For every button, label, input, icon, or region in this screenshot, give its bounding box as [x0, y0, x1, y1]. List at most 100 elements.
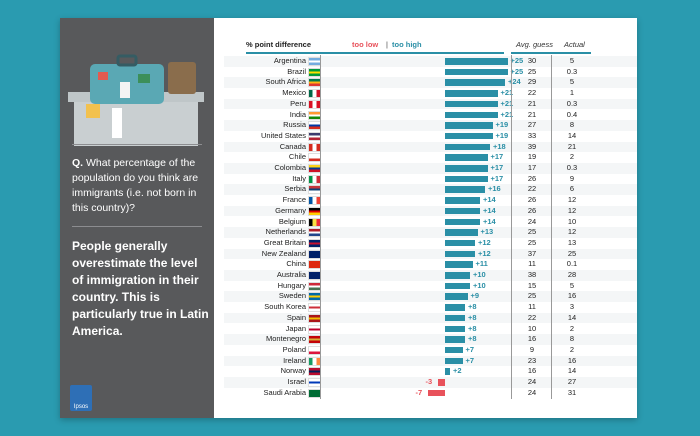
actual-value: 14 [567, 366, 577, 376]
actual-value: 2 [569, 344, 575, 354]
diff-label: +17 [490, 173, 504, 183]
chart-row: Mexico +21 22 1 [224, 88, 637, 99]
diff-bar [445, 100, 498, 108]
country-flag [308, 164, 321, 173]
chart-row: Serbia +16 22 6 [224, 184, 637, 196]
country-label: Brazil [287, 66, 306, 76]
diff-label: +11 [475, 259, 488, 269]
actual-value: 0.3 [566, 66, 578, 76]
diff-bar [445, 143, 490, 151]
country-label: Japan [285, 323, 306, 333]
country-flag [308, 89, 321, 99]
diff-bar [445, 229, 478, 236]
country-label: South Korea [264, 302, 306, 312]
actual-value: 31 [567, 387, 577, 397]
actual-value: 13 [567, 237, 577, 247]
ipsos-logo: Ipsos [70, 385, 92, 411]
diff-label: +17 [490, 152, 504, 162]
actual-value: 0.3 [566, 98, 578, 108]
chart-row: Montenegro +8 16 8 [224, 334, 637, 345]
avg-guess-value: 26 [527, 195, 537, 205]
diff-bar [445, 58, 508, 65]
country-label: Netherlands [265, 227, 306, 237]
country-label: Spain [286, 312, 306, 322]
diff-label: -3 [425, 377, 433, 386]
diff-label: +14 [483, 205, 496, 215]
avg-guess-value: 24 [527, 387, 537, 397]
chart-row: France +14 26 12 [224, 195, 637, 206]
infographic-card: Q. What percentage of the population do … [60, 18, 637, 418]
country-flag [308, 356, 321, 366]
diff-label: +21 [500, 88, 514, 98]
header-too-low: too low [352, 40, 379, 49]
header-actual: Actual [564, 40, 585, 49]
avg-guess-value: 21 [527, 98, 537, 108]
chart-row: Brazil +25 25 0.3 [224, 67, 637, 78]
chart-row: Italy +17 26 9 [224, 174, 637, 185]
actual-value: 5 [569, 56, 575, 65]
diff-bar [445, 197, 480, 204]
diff-label: +17 [490, 163, 504, 172]
actual-value: 16 [567, 355, 577, 365]
avg-guess-value: 30 [527, 56, 537, 65]
diff-bar [445, 336, 465, 343]
header-avg-guess: Avg. guess [516, 40, 553, 49]
divider-top [72, 144, 202, 145]
diff-label: +7 [465, 355, 475, 365]
avg-guess-value: 26 [527, 173, 537, 183]
chart-row: United States +19 33 14 [224, 131, 637, 142]
country-flag [308, 260, 321, 270]
country-flag [308, 303, 321, 313]
avg-guess-value: 37 [527, 248, 537, 258]
diff-bar [445, 132, 493, 140]
avg-guess-value: 25 [527, 66, 537, 76]
avg-guess-value: 25 [527, 227, 537, 237]
country-flag [308, 174, 321, 184]
country-flag [308, 110, 321, 120]
country-flag [308, 67, 321, 77]
actual-value: 12 [567, 195, 577, 205]
header-rule-left [246, 52, 504, 54]
country-label: South Africa [265, 77, 306, 87]
actual-value: 9 [569, 173, 575, 183]
actual-value: 25 [567, 248, 577, 258]
chart-row: Spain +8 22 14 [224, 312, 637, 324]
perception-chart: % point difference too low | too high Av… [224, 18, 637, 418]
header-too-high: too high [392, 40, 422, 49]
actual-value: 5 [569, 77, 575, 87]
question-text: What percentage of the population do you… [72, 157, 199, 214]
diff-bar [445, 261, 473, 268]
country-flag [308, 78, 321, 88]
diff-bar [445, 90, 498, 97]
actual-value: 28 [567, 270, 577, 279]
diff-bar [445, 207, 480, 215]
avg-guess-value: 10 [527, 323, 537, 333]
actual-value: 0.3 [566, 163, 578, 172]
country-label: United States [260, 130, 306, 140]
diff-bar [445, 79, 505, 86]
country-label: Serbia [284, 184, 306, 194]
chart-row: Sweden +9 25 16 [224, 291, 637, 303]
chart-row: Australia +10 38 28 [224, 270, 637, 281]
avg-guess-value: 27 [527, 120, 537, 130]
diff-bar [445, 368, 450, 375]
diff-label: +13 [480, 227, 494, 237]
actual-column-rule [551, 55, 552, 400]
country-flag [308, 378, 321, 387]
diff-label: +8 [468, 334, 477, 344]
country-flag [308, 121, 321, 131]
country-flag [308, 217, 321, 227]
chart-row: Great Britain +12 25 13 [224, 238, 637, 249]
diff-label: +7 [465, 344, 475, 354]
country-label: Poland [282, 344, 306, 354]
suitcase-illustration [68, 54, 204, 146]
country-flag [308, 281, 321, 291]
diff-label: +19 [495, 130, 509, 140]
diff-bar [445, 186, 485, 193]
flag-column-rule [320, 55, 321, 400]
actual-value: 3 [569, 302, 575, 312]
chart-row: Norway +2 16 14 [224, 366, 637, 377]
avg-guess-value: 17 [527, 163, 537, 172]
country-flag [308, 228, 321, 238]
diff-bar [445, 122, 493, 129]
